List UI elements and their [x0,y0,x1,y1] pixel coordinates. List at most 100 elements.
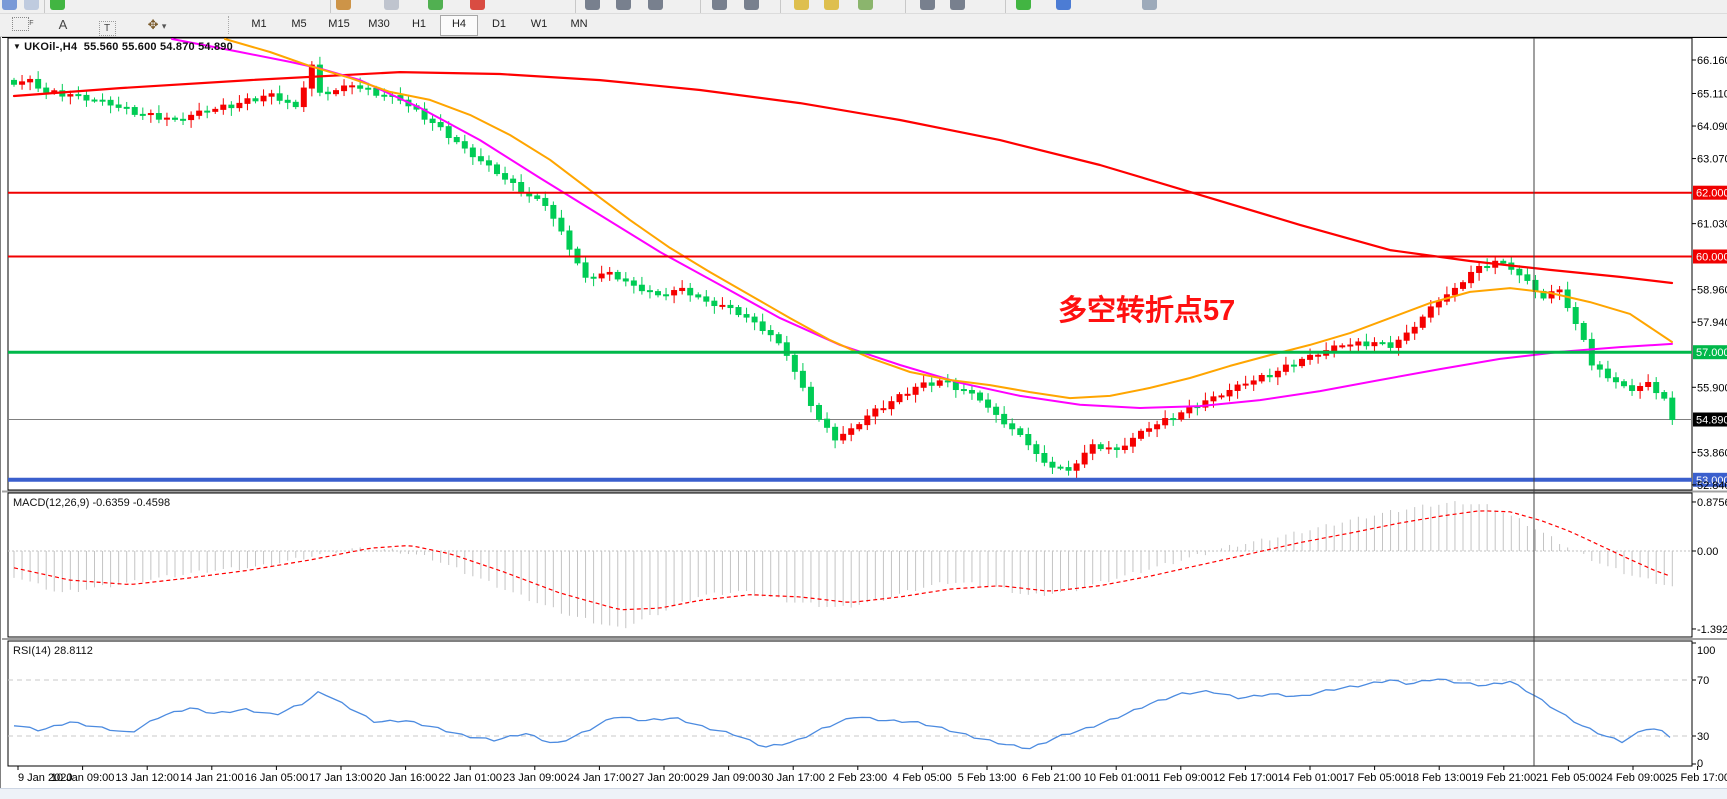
new-chart-icon[interactable] [2,0,17,10]
candle-body [300,87,307,108]
quotes-table-icon[interactable] [858,0,873,10]
price-tick-label: 66.160 [1697,55,1727,67]
candle-body [977,392,983,401]
bid-price-label-text: 54.890 [1696,415,1727,427]
candle-body [494,164,500,175]
timeframe-button-m30[interactable]: M30 [368,18,390,30]
candle-body [244,98,251,104]
price-tick-label: 55.900 [1697,382,1727,394]
snap-grid-button[interactable]: F [6,15,34,35]
tile-windows-5-icon[interactable] [744,0,759,10]
print-icon[interactable] [384,0,399,10]
timeframe-button-m5[interactable]: M5 [291,18,307,30]
macd-axis-label: 0.00 [1697,546,1718,558]
print-preview-icon[interactable] [428,0,443,10]
candle-body [1427,306,1434,318]
stop-icon[interactable] [470,0,485,10]
tile-windows-3-icon[interactable] [648,0,663,10]
tile-windows-1-icon[interactable] [585,0,600,10]
chart-shift-icon[interactable] [336,0,351,10]
candle-body [252,98,259,102]
candle-body [993,406,1000,415]
time-axis-label: 22 Jan 01:00 [438,772,502,784]
rsi-axis-label: 0 [1697,758,1703,770]
timeframe-button-m1[interactable]: M1 [251,18,267,30]
toolbar-separator [330,0,331,13]
price-chart-canvas[interactable]: 62.000 60.000 57.000 53.000 66.160 65.110 64.0… [0,37,1727,788]
web-globe-icon[interactable] [1056,0,1071,10]
candle-body [856,424,863,430]
candle-body [220,104,227,110]
add-indicator-plus-icon[interactable] [50,0,65,10]
text-box-button[interactable]: T [96,15,118,36]
candle-body [1629,385,1636,391]
candle-body [928,382,935,386]
candle-body [1186,406,1193,414]
window-left-border [0,37,1,788]
candle-body [1089,444,1096,454]
window-left-border-highlight [1,37,2,788]
candle-body [606,271,613,275]
candle-body [292,101,299,108]
candle-body [1170,418,1177,421]
candle-body [622,278,629,282]
candle-body [807,386,814,406]
candle-body [1331,345,1338,352]
zoom-icon[interactable] [24,0,39,10]
tile-windows-6-icon[interactable] [920,0,935,10]
candle-body [1290,364,1297,367]
text-label-button[interactable]: A [52,15,74,35]
chart-window[interactable]: 62.000 60.000 57.000 53.000 66.160 65.110 64.0… [0,37,1727,799]
toolbar-separator [44,0,45,13]
tile-windows-2-icon[interactable] [616,0,631,10]
time-axis-label: 17 Feb 05:00 [1342,772,1407,784]
calendar-grid-icon[interactable] [1142,0,1157,10]
symbol-period-label: UKOil-,H4 [24,41,78,53]
timeframe-button-mn[interactable]: MN [570,18,588,30]
timeframe-button-h1[interactable]: H1 [411,18,427,30]
candle-body [107,99,114,106]
time-axis-label: 10 Feb 01:00 [1084,772,1149,784]
timeframe-button-d1[interactable]: D1 [491,18,507,30]
timeframe-button-m15[interactable]: M15 [328,18,350,30]
candle-body [735,307,742,316]
candle-body [1266,374,1273,378]
time-axis-label: 30 Jan 17:00 [761,772,825,784]
snap-grid-icon: F [11,17,34,31]
candle-body [542,197,549,206]
candle-body [944,380,951,383]
candle-body [1669,397,1676,421]
price-tick-label: 63.070 [1697,154,1727,166]
candle-body [1564,289,1571,309]
candle-body [75,94,82,97]
arrows-style-button[interactable]: ✥ ▾ [140,15,174,35]
pencil-1-icon[interactable] [794,0,809,10]
candle-body [1105,447,1112,450]
candle-body [91,99,98,102]
candle-body [1154,424,1161,430]
candle-body [163,117,170,120]
candle-body [172,117,178,120]
tile-windows-7-icon[interactable] [950,0,965,10]
candle-body [1258,374,1265,382]
candle-body [1347,344,1354,347]
candle-body [638,284,645,292]
price-tick-label: 64.090 [1697,121,1727,133]
new-order-plus-icon[interactable] [1016,0,1031,10]
time-axis-label: 9 Jan 2020 [18,772,72,784]
candle-body [1033,444,1040,454]
pencil-2-icon[interactable] [824,0,839,10]
timeframe-button-h4[interactable]: H4 [440,15,478,36]
candle-body [83,94,90,101]
time-axis-label: 20 Jan 16:00 [374,772,438,784]
candle-body [324,91,331,95]
hline-label-57.000-badge [1693,345,1727,360]
candle-body [196,110,203,116]
tile-windows-4-icon[interactable] [712,0,727,10]
time-axis-label: 12 Feb 17:00 [1213,772,1278,784]
rsi-axis-label: 70 [1697,675,1709,687]
timeframe-button-w1[interactable]: W1 [530,18,548,30]
candle-body [1395,339,1402,348]
time-axis-label: 18 Feb 13:00 [1407,772,1472,784]
candle-body [381,94,388,97]
